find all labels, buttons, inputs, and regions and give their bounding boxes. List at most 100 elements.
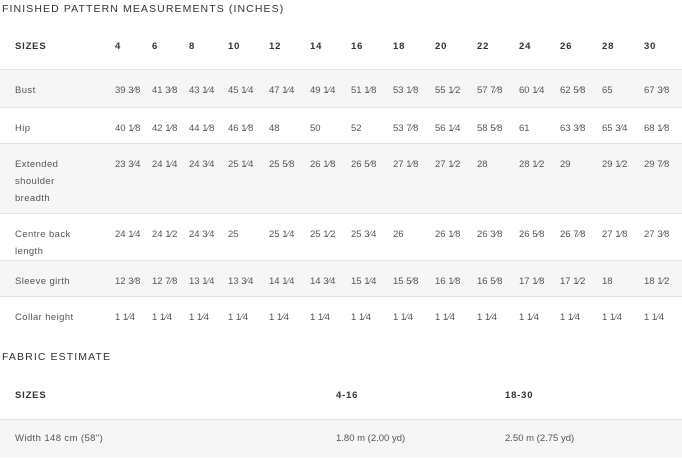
size-header: 4 (115, 41, 122, 52)
measurement-value: 25 5⁄8 (269, 159, 295, 170)
measurement-value: 61 (519, 123, 530, 134)
measurement-value: 24 1⁄2 (152, 229, 178, 240)
table-row: Collar height 1 1⁄4 1 1⁄4 1 1⁄4 1 1⁄4 1 1⁄4 1 … (0, 296, 682, 331)
measurement-value: 25 3⁄4 (351, 229, 377, 240)
measurement-value: 1 1⁄4 (560, 312, 581, 323)
measurements-table: SIZES 4 6 8 10 12 14 16 18 20 22 24 26 28 30 Bust 39 3⁄8… (0, 31, 682, 331)
measurement-value: 24 3⁄4 (189, 159, 215, 170)
measurement-value: 40 1⁄8 (115, 123, 141, 134)
measurement-value: 29 (560, 159, 571, 170)
table-row: Hip 40 1⁄8 42 1⁄8 44 1⁄8 46 1⁄8 48 50 52 53 7⁄8 5… (0, 107, 682, 144)
row-label: Centre back length (15, 229, 71, 257)
measurement-value: 44 1⁄8 (189, 123, 215, 134)
measurement-value: 1 1⁄4 (477, 312, 498, 323)
measurement-value: 57 7⁄8 (477, 85, 503, 96)
size-header: 26 (560, 41, 573, 52)
measurement-value: 28 (477, 159, 488, 170)
row-label: Extended shoulder breadth (15, 159, 59, 204)
measurement-value: 18 1⁄2 (644, 276, 670, 287)
measurement-value: 26 (393, 229, 404, 240)
fabric-header-row: SIZES 4-16 18-30 (0, 377, 682, 420)
size-header: 20 (435, 41, 448, 52)
measurement-value: 39 3⁄8 (115, 85, 141, 96)
table-row: Centre back length 24 1⁄4 24 1⁄2 24 3⁄4 25 25… (0, 213, 682, 261)
measurement-value: 14 1⁄4 (269, 276, 295, 287)
size-header: 12 (269, 41, 282, 52)
row-label: Sleeve girth (15, 276, 70, 287)
table-row: Bust 39 3⁄8 41 3⁄8 43 1⁄4 45 1⁄4 47 1⁄4 49 1⁄4… (0, 69, 682, 108)
measurement-value: 27 1⁄8 (602, 229, 628, 240)
measurement-value: 65 3⁄4 (602, 123, 628, 134)
size-header: 30 (644, 41, 657, 52)
row-label: Collar height (15, 312, 74, 323)
measurement-value: 1 1⁄4 (189, 312, 210, 323)
measurement-value: 16 5⁄8 (477, 276, 503, 287)
measurement-value: 1 1⁄4 (351, 312, 372, 323)
measurements-title: FINISHED PATTERN MEASUREMENTS (INCHES) (2, 3, 285, 15)
measurement-value: 12 7⁄8 (152, 276, 178, 287)
measurement-value: 65 (602, 85, 613, 96)
measurement-value: 27 3⁄8 (644, 229, 670, 240)
fabric-size-range: 4-16 (336, 390, 359, 401)
measurement-value: 29 7⁄8 (644, 159, 670, 170)
measurement-value: 49 1⁄4 (310, 85, 336, 96)
measurement-value: 62 5⁄8 (560, 85, 586, 96)
measurement-value: 1 1⁄4 (310, 312, 331, 323)
measurement-value: 26 1⁄8 (310, 159, 336, 170)
fabric-row-label: Width 148 cm (58") (15, 433, 104, 444)
measurement-value: 25 (228, 229, 239, 240)
table-row: Sleeve girth 12 3⁄8 12 7⁄8 13 1⁄4 13 3⁄4 14 1… (0, 260, 682, 297)
measurement-value: 1 1⁄4 (519, 312, 540, 323)
fabric-value: 1.80 m (2.00 yd) (336, 433, 406, 444)
sizes-header-label: SIZES (15, 41, 47, 52)
size-header: 14 (310, 41, 323, 52)
measurement-value: 24 1⁄4 (115, 229, 141, 240)
measurement-value: 17 1⁄8 (519, 276, 545, 287)
measurement-value: 50 (310, 123, 321, 134)
measurement-value: 13 3⁄4 (228, 276, 254, 287)
measurement-value: 13 1⁄4 (189, 276, 215, 287)
size-header: 18 (393, 41, 406, 52)
size-header: 28 (602, 41, 615, 52)
table-row: Width 148 cm (58") 1.80 m (2.00 yd) 2.50 m… (0, 419, 682, 458)
measurement-value: 1 1⁄4 (644, 312, 665, 323)
measurement-value: 47 1⁄4 (269, 85, 295, 96)
measurement-value: 15 5⁄8 (393, 276, 419, 287)
measurement-value: 43 1⁄4 (189, 85, 215, 96)
measurement-value: 16 1⁄8 (435, 276, 461, 287)
size-header: 16 (351, 41, 364, 52)
measurement-value: 24 1⁄4 (152, 159, 178, 170)
measurement-value: 1 1⁄4 (152, 312, 173, 323)
measurement-value: 28 1⁄2 (519, 159, 545, 170)
measurement-value: 23 3⁄4 (115, 159, 141, 170)
measurement-value: 18 (602, 276, 613, 287)
row-label: Bust (15, 85, 36, 96)
size-header: 6 (152, 41, 159, 52)
measurement-value: 45 1⁄4 (228, 85, 254, 96)
row-label: Hip (15, 123, 31, 134)
measurement-value: 67 3⁄8 (644, 85, 670, 96)
measurement-value: 63 3⁄8 (560, 123, 586, 134)
table-row: Extended shoulder breadth 23 3⁄4 24 1⁄4 24 … (0, 143, 682, 214)
measurement-value: 1 1⁄4 (228, 312, 249, 323)
measurement-value: 51 1⁄8 (351, 85, 377, 96)
measurement-value: 53 1⁄8 (393, 85, 419, 96)
fabric-size-range: 18-30 (505, 390, 534, 401)
measurement-value: 68 1⁄8 (644, 123, 670, 134)
size-header: 22 (477, 41, 490, 52)
measurement-value: 26 5⁄8 (351, 159, 377, 170)
measurement-value: 12 3⁄8 (115, 276, 141, 287)
measurement-value: 1 1⁄4 (602, 312, 623, 323)
measurement-value: 25 1⁄4 (228, 159, 254, 170)
measurement-value: 56 1⁄4 (435, 123, 461, 134)
measurement-value: 46 1⁄8 (228, 123, 254, 134)
measurement-value: 26 1⁄8 (435, 229, 461, 240)
measurement-value: 1 1⁄4 (115, 312, 136, 323)
size-header: 8 (189, 41, 196, 52)
fabric-estimate-table: SIZES 4-16 18-30 Width 148 cm (58") 1.80 m (… (0, 377, 682, 458)
measurement-value: 27 1⁄2 (435, 159, 461, 170)
measurement-value: 52 (351, 123, 362, 134)
measurement-value: 26 5⁄8 (519, 229, 545, 240)
measurement-value: 1 1⁄4 (269, 312, 290, 323)
measurement-value: 25 1⁄2 (310, 229, 336, 240)
